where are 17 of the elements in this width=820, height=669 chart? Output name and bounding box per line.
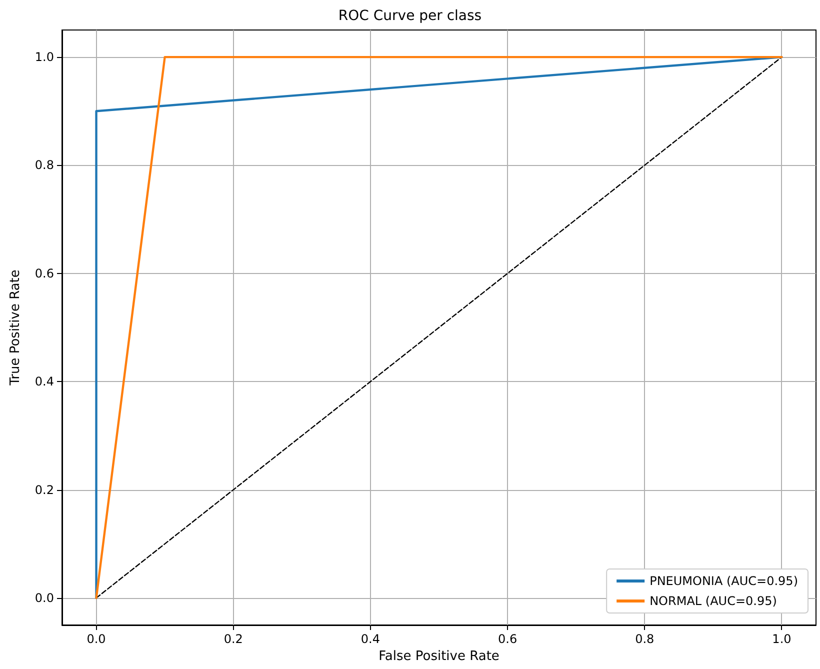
- legend-label: NORMAL (AUC=0.95): [650, 594, 777, 608]
- y-tick-label: 0.0: [34, 590, 54, 605]
- chart-title: ROC Curve per class: [338, 8, 482, 24]
- x-tick-label: 0.6: [498, 632, 518, 646]
- y-tick-label: 0.6: [34, 266, 54, 280]
- legend-label: PNEUMONIA (AUC=0.95): [650, 574, 798, 588]
- y-axis-title: True Positive Rate: [8, 270, 23, 386]
- x-axis-title: False Positive Rate: [378, 648, 500, 664]
- y-tick-label: 0.4: [34, 374, 54, 389]
- y-tick-label: 1.0: [34, 50, 54, 64]
- x-tick-label: 0.0: [86, 632, 106, 646]
- x-tick-label: 0.8: [635, 632, 654, 646]
- y-tick-label: 0.8: [34, 158, 54, 172]
- y-tick-label: 0.2: [34, 482, 54, 497]
- x-tick-label: 0.4: [360, 632, 380, 646]
- x-tick-label: 1.0: [772, 632, 792, 646]
- x-tick-label: 0.2: [224, 632, 243, 646]
